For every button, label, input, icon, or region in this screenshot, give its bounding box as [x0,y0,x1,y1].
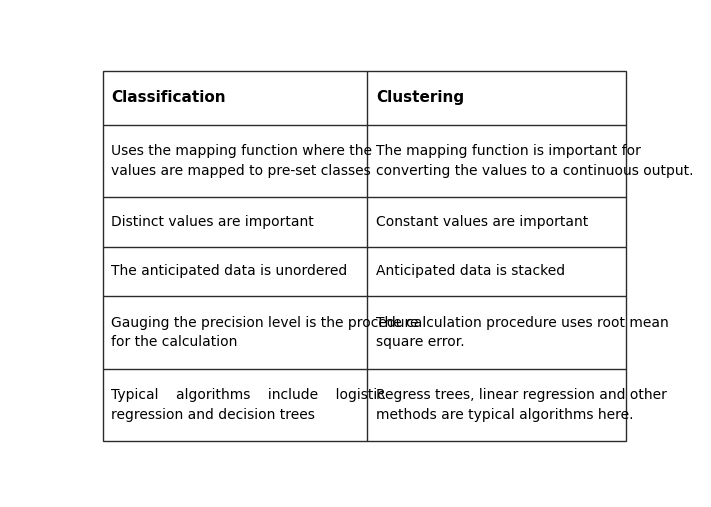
Text: The calculation procedure uses root mean
square error.: The calculation procedure uses root mean… [376,315,668,349]
Text: Distinct values are important: Distinct values are important [112,215,314,229]
Text: Uses the mapping function where the
values are mapped to pre-set classes: Uses the mapping function where the valu… [112,144,373,178]
Text: Gauging the precision level is the procedure
for the calculation: Gauging the precision level is the proce… [112,315,419,349]
Text: Constant values are important: Constant values are important [376,215,588,229]
Text: Classification: Classification [112,90,226,105]
Text: Clustering: Clustering [376,90,464,105]
Text: Typical    algorithms    include    logistic
regression and decision trees: Typical algorithms include logistic regr… [112,388,385,422]
Text: Anticipated data is stacked: Anticipated data is stacked [376,264,565,278]
Text: The anticipated data is unordered: The anticipated data is unordered [112,264,348,278]
Text: Regress trees, linear regression and other
methods are typical algorithms here.: Regress trees, linear regression and oth… [376,388,667,422]
Text: The mapping function is important for
converting the values to a continuous outp: The mapping function is important for co… [376,144,693,178]
